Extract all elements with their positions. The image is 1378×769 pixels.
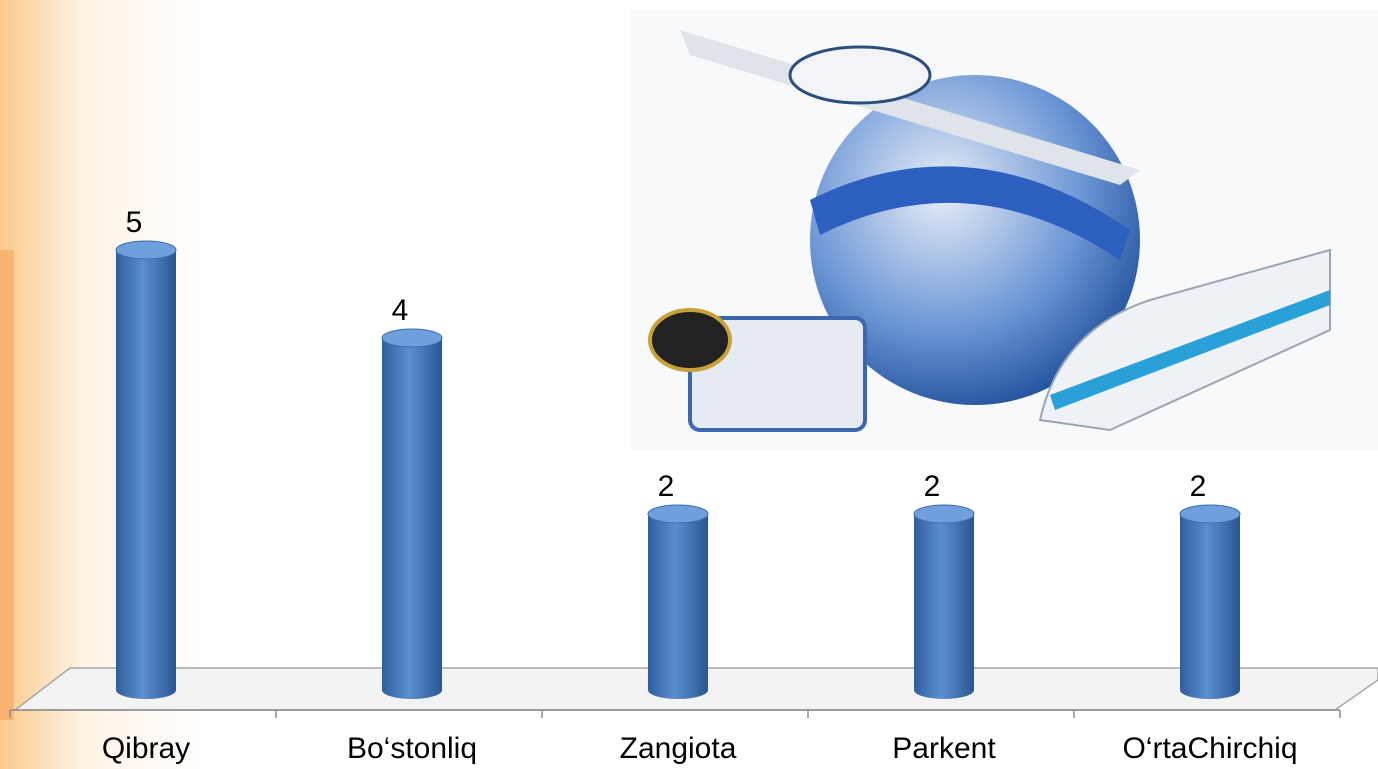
x-tick-label: Bo‘stonliq — [347, 732, 477, 765]
value-label: 5 — [126, 206, 143, 239]
plot-area: 5 Qibray 4 Bo‘stonliq 2 Zangiota 2 Parkent 2 O‘rt… — [9, 206, 1341, 765]
bar — [116, 241, 176, 699]
bar-cap — [115, 240, 177, 260]
bar-cap — [1179, 504, 1241, 524]
x-tick-label: Qibray — [102, 732, 190, 765]
bar-cap — [381, 328, 443, 348]
value-label: 4 — [392, 294, 409, 327]
accent-strip — [0, 250, 14, 720]
x-tick-label: O‘rtaChirchiq — [1122, 732, 1297, 765]
x-tick-label: Parkent — [892, 732, 996, 765]
x-tick-label: Zangiota — [620, 732, 737, 765]
bar-cap — [913, 504, 975, 524]
value-label: 2 — [924, 470, 941, 503]
bar-cap — [647, 504, 709, 524]
bar — [648, 505, 708, 699]
value-label: 2 — [1190, 470, 1207, 503]
bar — [382, 329, 442, 699]
travel-illustration — [630, 10, 1378, 450]
value-label: 2 — [658, 470, 675, 503]
bar — [1180, 505, 1240, 699]
bar — [914, 505, 974, 699]
